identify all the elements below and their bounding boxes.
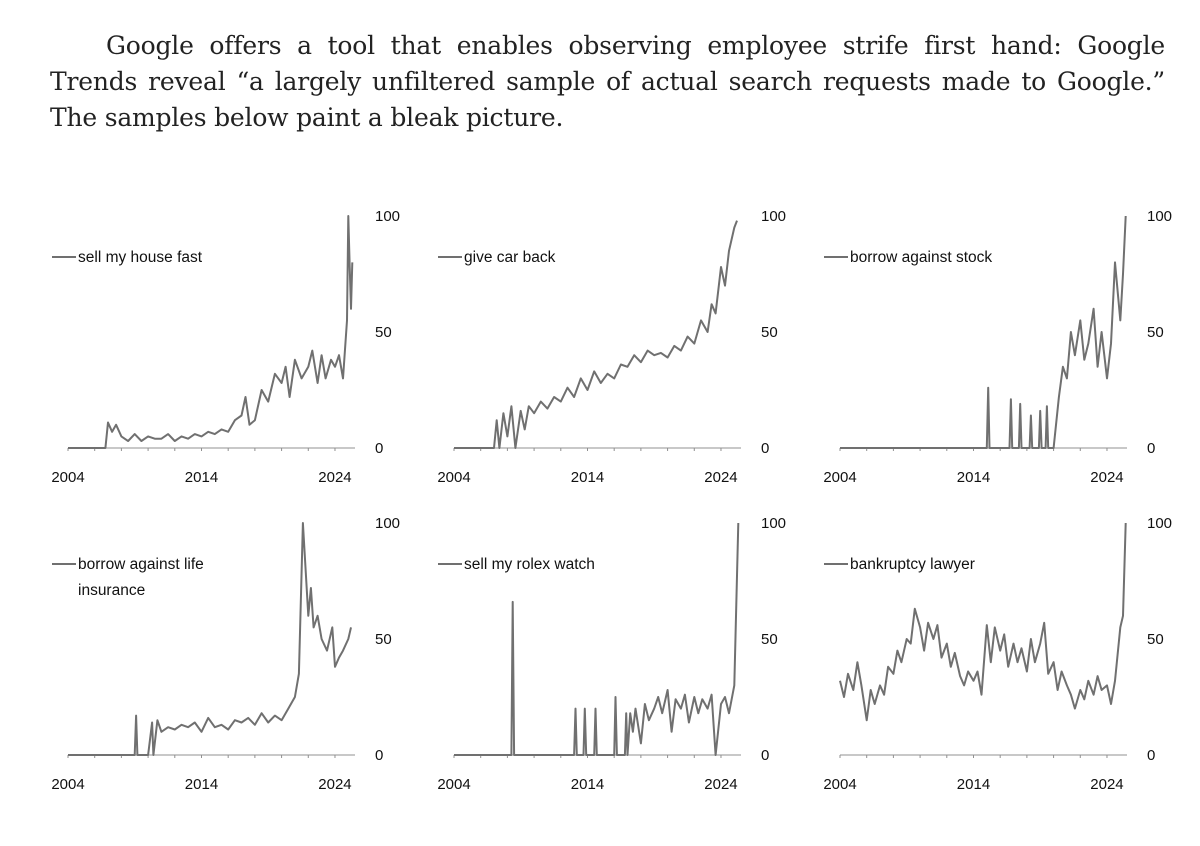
y-tick-label: 0 (761, 440, 769, 457)
x-tick-label: 2014 (185, 776, 218, 793)
y-tick-label: 100 (375, 515, 400, 532)
chart-borrow-against-life-insurance: 2004 2014 2024 100 50 0 borrow against life ins… (51, 515, 400, 793)
y-tick-label: 100 (1147, 208, 1172, 225)
chart-borrow-against-stock: 2004 2014 2024 100 50 0 borrow against stock (823, 208, 1172, 486)
x-tick-label: 2004 (437, 469, 470, 486)
legend-label: sell my house fast (78, 249, 203, 266)
chart-sell-my-house-fast: 2004 2014 2024 100 50 0 sell my house fast (51, 208, 400, 486)
x-tick-label: 2014 (185, 469, 218, 486)
x-tick-label: 2024 (704, 776, 737, 793)
x-tick-label: 2024 (1090, 776, 1123, 793)
y-tick-label: 100 (761, 515, 786, 532)
y-tick-label: 100 (761, 208, 786, 225)
y-tick-label: 0 (1147, 747, 1155, 764)
series-line (68, 215, 354, 449)
y-tick-label: 0 (761, 747, 769, 764)
chart-sell-my-rolex-watch: 2004 2014 2024 100 50 0 sell my rolex watch (437, 515, 786, 793)
y-tick-label: 50 (761, 324, 778, 341)
x-tick-label: 2014 (571, 776, 604, 793)
x-tick-label: 2014 (957, 469, 990, 486)
legend-label: borrow against stock (850, 249, 992, 266)
x-tick-label: 2014 (957, 776, 990, 793)
legend-label: bankruptcy lawyer (850, 556, 975, 573)
y-tick-label: 100 (375, 208, 400, 225)
y-tick-label: 0 (1147, 440, 1155, 457)
legend-label: borrow against life (78, 556, 204, 573)
x-tick-label: 2004 (51, 776, 84, 793)
chart-bankruptcy-lawyer: 2004 2014 2024 100 50 0 bankruptcy lawyer (823, 515, 1172, 793)
series-line (839, 522, 1127, 722)
y-tick-label: 0 (375, 747, 383, 764)
x-tick-label: 2024 (1090, 469, 1123, 486)
legend-label: insurance (78, 582, 145, 599)
x-tick-label: 2024 (318, 776, 351, 793)
intro-paragraph: Google offers a tool that enables observ… (50, 31, 1165, 132)
y-tick-label: 50 (761, 631, 778, 648)
y-tick-label: 50 (375, 631, 392, 648)
y-tick-label: 50 (1147, 631, 1164, 648)
y-tick-label: 50 (1147, 324, 1164, 341)
y-tick-label: 50 (375, 324, 392, 341)
x-tick-label: 2024 (318, 469, 351, 486)
x-tick-label: 2024 (704, 469, 737, 486)
y-tick-label: 100 (1147, 515, 1172, 532)
x-tick-label: 2004 (437, 776, 470, 793)
series-line (840, 215, 1127, 449)
series-line (68, 522, 352, 756)
legend-label: give car back (464, 249, 556, 266)
x-tick-label: 2004 (823, 469, 856, 486)
x-tick-label: 2014 (571, 469, 604, 486)
chart-give-car-back: 2004 2014 2024 100 50 0 give car back (437, 208, 786, 486)
x-tick-label: 2004 (823, 776, 856, 793)
x-tick-label: 2004 (51, 469, 84, 486)
series-line (454, 220, 738, 449)
y-tick-label: 0 (375, 440, 383, 457)
series-line (454, 522, 740, 756)
legend-label: sell my rolex watch (464, 556, 595, 573)
